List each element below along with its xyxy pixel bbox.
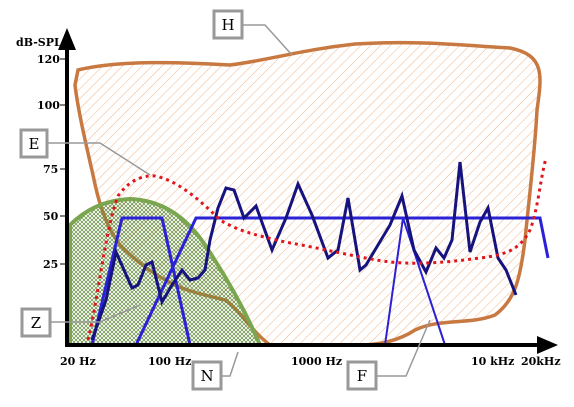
y-axis-arrow bbox=[58, 28, 76, 50]
callout-box bbox=[19, 128, 49, 159]
x-tick-label: 20 Hz bbox=[60, 355, 96, 368]
z-leader bbox=[50, 304, 141, 323]
callout-label: N bbox=[200, 367, 213, 385]
x-tick-label: 20kHz bbox=[521, 355, 561, 368]
x-tick-labels: 20 Hz 100 Hz 1000 Hz 10 kHz 20kHz bbox=[60, 355, 561, 368]
callout-label: E bbox=[29, 135, 40, 153]
y-tick-label: 50 bbox=[43, 210, 59, 223]
x-tick-label: 10 kHz bbox=[471, 355, 514, 368]
y-tick-label: 25 bbox=[43, 258, 58, 271]
y-tick-labels: 25 50 75 100 120 bbox=[37, 53, 60, 271]
n-line-main bbox=[134, 216, 550, 346]
x-axis-arrow bbox=[537, 336, 558, 354]
callout-label: H bbox=[221, 16, 234, 34]
callout-label: Z bbox=[31, 314, 41, 332]
e-leader bbox=[46, 142, 151, 176]
f-leader bbox=[376, 319, 431, 377]
n-leader bbox=[220, 351, 239, 377]
callout-box bbox=[346, 360, 378, 391]
axes bbox=[58, 28, 558, 354]
y-ticks bbox=[60, 58, 67, 265]
callout-label: F bbox=[357, 367, 367, 385]
x-tick-label: 100 Hz bbox=[148, 355, 191, 368]
callout-leaders bbox=[46, 24, 431, 377]
callout-e: E bbox=[19, 128, 49, 159]
y-tick-label: 100 bbox=[37, 99, 60, 112]
callout-f: F bbox=[346, 360, 378, 391]
f-curve bbox=[90, 161, 518, 341]
callout-h: H bbox=[212, 9, 244, 40]
x-tick-label: 1000 Hz bbox=[291, 355, 342, 368]
e-curve bbox=[86, 157, 548, 341]
y-axis-title: dB-SPL bbox=[16, 36, 62, 49]
n-line-right bbox=[384, 217, 446, 346]
callout-n: N bbox=[191, 360, 223, 391]
y-tick-label: 75 bbox=[43, 163, 58, 176]
h-leader bbox=[242, 24, 293, 56]
y-tick-label: 120 bbox=[37, 53, 60, 66]
callout-box bbox=[20, 307, 52, 338]
callout-box bbox=[212, 9, 244, 40]
callout-box bbox=[191, 360, 223, 391]
callout-z: Z bbox=[20, 307, 52, 338]
